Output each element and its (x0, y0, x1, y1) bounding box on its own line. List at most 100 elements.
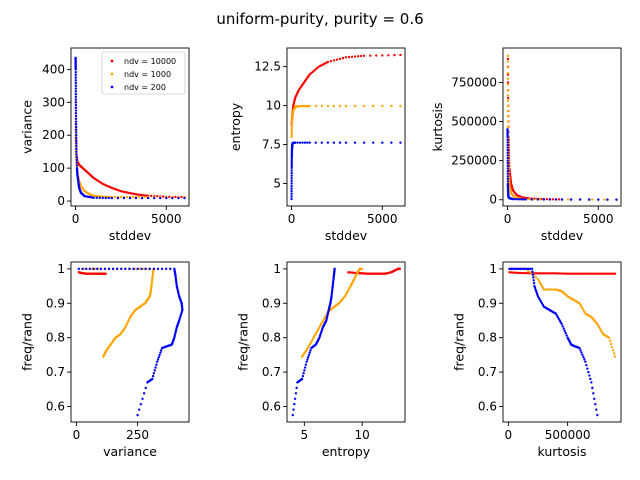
data-point (546, 272, 550, 275)
data-point (333, 267, 336, 271)
data-point (290, 184, 293, 188)
data-point (143, 195, 147, 199)
data-point (74, 68, 77, 71)
data-point (290, 125, 294, 128)
y-tick-label: 0.8 (478, 331, 497, 345)
data-point (159, 196, 162, 200)
data-point (596, 272, 599, 275)
legend-entry: ndv = 200 (124, 83, 166, 92)
data-point (576, 272, 579, 275)
data-point (390, 141, 393, 144)
data-point (353, 104, 357, 108)
y-tick-label: 7.5 (262, 138, 281, 152)
y-tick-label: 400 (42, 62, 65, 76)
data-point (160, 267, 164, 271)
data-point (353, 141, 357, 144)
data-point (524, 267, 528, 271)
data-point (149, 194, 153, 198)
data-point (75, 164, 79, 167)
x-axis-label: stddev (325, 228, 368, 243)
data-point (558, 272, 561, 275)
data-point (372, 141, 375, 144)
data-point (515, 271, 518, 274)
data-point (140, 196, 144, 200)
data-point (74, 87, 78, 90)
data-point (506, 94, 510, 97)
data-point (171, 196, 174, 200)
y-tick-label: 1 (57, 262, 65, 276)
data-point (399, 141, 402, 144)
data-point (103, 267, 107, 271)
data-point (308, 351, 311, 354)
data-point (304, 363, 308, 366)
data-point (359, 54, 363, 58)
data-point (156, 267, 160, 271)
data-point (526, 272, 530, 275)
y-tick-label: 0 (57, 194, 65, 208)
data-point (381, 141, 384, 144)
data-point (506, 154, 509, 157)
data-point (520, 198, 523, 201)
data-point (134, 196, 138, 200)
data-point (290, 192, 293, 196)
series-ndv-10000 (77, 271, 107, 275)
figure-title: uniform-purity, purity = 0.6 (216, 10, 423, 28)
series-ndv-200 (74, 56, 186, 200)
data-point (610, 345, 614, 349)
x-axis-label: stddev (109, 228, 152, 243)
data-point (174, 195, 177, 199)
x-tick-label: 5 (301, 428, 309, 442)
data-point (92, 196, 95, 199)
data-point (552, 288, 555, 291)
data-point (506, 99, 510, 102)
panel-stddev-entropy: 0 5000 5 7.5 10 12.5 stddev entropy (228, 47, 406, 243)
data-point (307, 353, 311, 357)
data-point (583, 358, 586, 361)
data-point (548, 288, 552, 291)
data-point (307, 355, 310, 359)
data-point (344, 56, 348, 59)
data-point (290, 129, 293, 132)
data-point (104, 196, 107, 200)
y-tick-label: 0.6 (262, 400, 281, 414)
data-point (290, 179, 293, 183)
data-point (507, 96, 510, 100)
data-point (306, 358, 309, 361)
data-point (528, 267, 532, 271)
data-point (606, 198, 609, 201)
data-point (164, 267, 168, 271)
data-point (554, 272, 557, 275)
data-point (75, 139, 78, 142)
data-point (338, 141, 342, 144)
y-axis-label: variance (19, 100, 34, 154)
series-ndv-1000 (506, 54, 618, 201)
data-point (290, 182, 293, 185)
data-point (75, 131, 78, 134)
data-point (74, 84, 78, 88)
data-point (74, 90, 78, 93)
data-point (74, 81, 77, 85)
data-point (550, 288, 554, 291)
data-point (511, 197, 515, 201)
data-point (137, 195, 141, 199)
data-point (544, 272, 548, 275)
y-tick-label: 0.9 (478, 296, 497, 310)
data-point (390, 104, 393, 108)
data-point (157, 355, 161, 359)
x-axis-label: entropy (322, 444, 371, 459)
data-point (152, 267, 156, 271)
data-point (290, 135, 293, 138)
data-point (579, 349, 582, 352)
data-point (152, 372, 156, 375)
series-ndv-200 (508, 267, 599, 417)
data-point (508, 184, 511, 187)
data-point (542, 198, 546, 201)
data-point (510, 267, 513, 271)
y-tick-label: 0.9 (46, 296, 65, 310)
data-points (508, 267, 617, 417)
data-point (291, 413, 294, 417)
data-point (591, 198, 594, 201)
data-point (353, 55, 357, 58)
series-ndv-1000 (300, 267, 364, 358)
data-point (530, 198, 533, 201)
